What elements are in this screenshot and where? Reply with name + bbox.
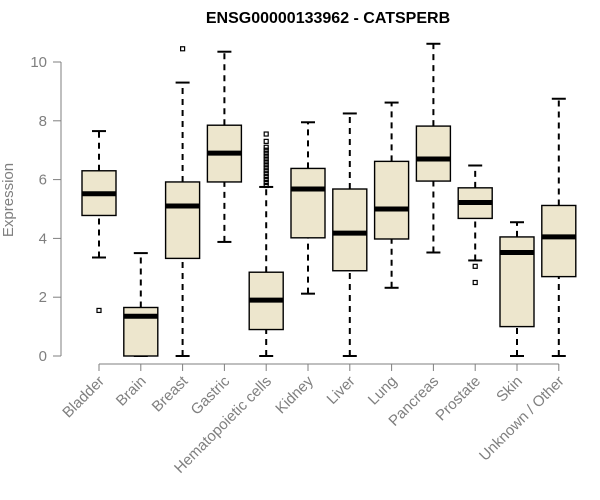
x-tick-label: Skin [493, 373, 526, 406]
box-group [457, 164, 493, 286]
box-group [499, 221, 535, 357]
outlier-point [263, 138, 269, 144]
outlier-point [263, 156, 269, 162]
x-tick-label: Lung [365, 373, 401, 409]
outlier-point [263, 153, 269, 159]
box-group [290, 121, 326, 295]
box-group [123, 252, 159, 357]
boxes [81, 42, 577, 357]
outlier-point [263, 179, 269, 186]
box-group [164, 46, 201, 357]
outlier-point [263, 131, 269, 137]
outlier-point [472, 279, 478, 286]
outlier-point [263, 144, 269, 150]
box-group [248, 131, 284, 357]
box-group [81, 130, 117, 314]
chart-title: ENSG00000133962 - CATSPERB [206, 10, 450, 27]
outlier-point [180, 46, 186, 52]
y-axis-label: Expression [0, 163, 17, 237]
x-tick-label: Prostate [432, 373, 484, 425]
outlier-point [472, 263, 478, 269]
box-iqr [164, 181, 201, 260]
box-group [415, 42, 452, 254]
y-tick-label: 8 [39, 113, 47, 130]
outlier-point [96, 307, 102, 314]
box-iqr [373, 160, 410, 240]
y-tick-label: 0 [39, 348, 47, 365]
y-tick-label: 4 [39, 230, 47, 247]
outlier-point [263, 174, 269, 180]
x-tick-label: Brain [113, 373, 150, 410]
x-tick-label: Bladder [59, 373, 108, 422]
box-iqr [415, 125, 452, 182]
outlier-point [263, 162, 269, 168]
box-group [373, 101, 410, 289]
outlier-point [263, 147, 269, 153]
outlier-point [263, 168, 269, 174]
box-iqr [541, 204, 577, 278]
box-group [332, 112, 368, 357]
box-group [541, 97, 577, 357]
outlier-point [263, 182, 269, 189]
outlier-point [263, 159, 269, 165]
box-iqr [332, 188, 368, 272]
y-tick-label: 2 [39, 289, 47, 306]
box-iqr [290, 167, 326, 239]
outlier-point [263, 171, 269, 177]
y-tick-label: 6 [39, 172, 47, 189]
outlier-point [263, 165, 269, 171]
outlier-point [263, 150, 269, 156]
axes: 0 2 4 6 8 10 [30, 54, 560, 371]
x-tick-label: Kidney [272, 372, 317, 417]
outlier-point [263, 177, 269, 183]
box-group [206, 50, 243, 243]
y-tick-label: 10 [30, 54, 47, 71]
x-tick-label: Liver [324, 373, 359, 408]
x-tick-label: Breast [149, 372, 192, 415]
